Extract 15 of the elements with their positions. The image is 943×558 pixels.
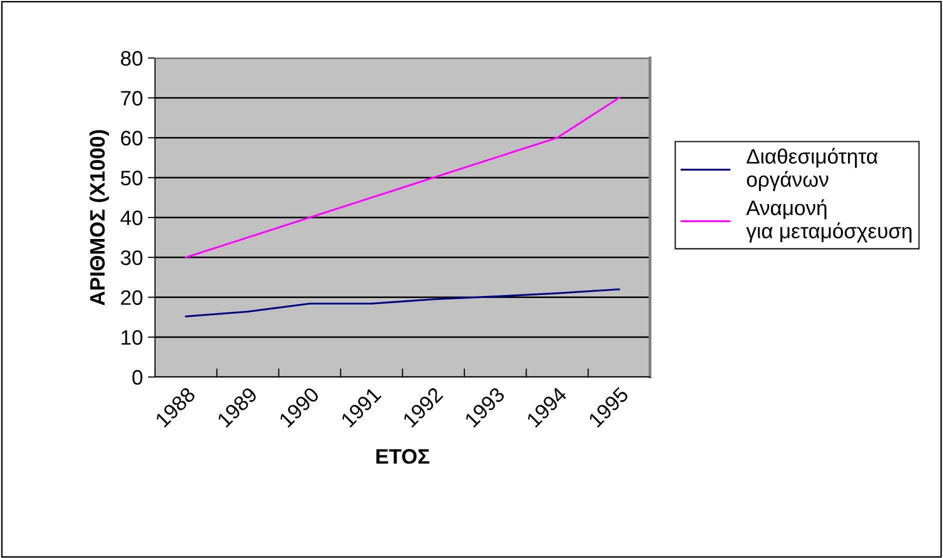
line-series	[185, 288, 620, 318]
legend-label: Διαθεσιμότητα οργάνων	[746, 148, 878, 192]
y-axis-title: ΑΡΙΘΜΟΣ (X1000)	[89, 130, 109, 306]
y-tick-label: 70	[121, 90, 142, 106]
y-tick-label: 80	[120, 51, 142, 66]
y-tick-label: 60	[121, 130, 142, 146]
legend-label: Αναμονή για μεταμόσχευση	[746, 199, 912, 242]
y-tick-label: 50	[120, 170, 142, 186]
y-tick-label: 20	[121, 290, 142, 306]
y-tick-label: 30	[120, 250, 142, 266]
y-tick-label: 10	[122, 330, 142, 345]
y-tick-label: 0	[132, 370, 142, 385]
x-axis-title: ΕΤΟΣ	[376, 449, 430, 464]
y-tick-label: 40	[120, 210, 142, 226]
line-series	[185, 96, 620, 258]
